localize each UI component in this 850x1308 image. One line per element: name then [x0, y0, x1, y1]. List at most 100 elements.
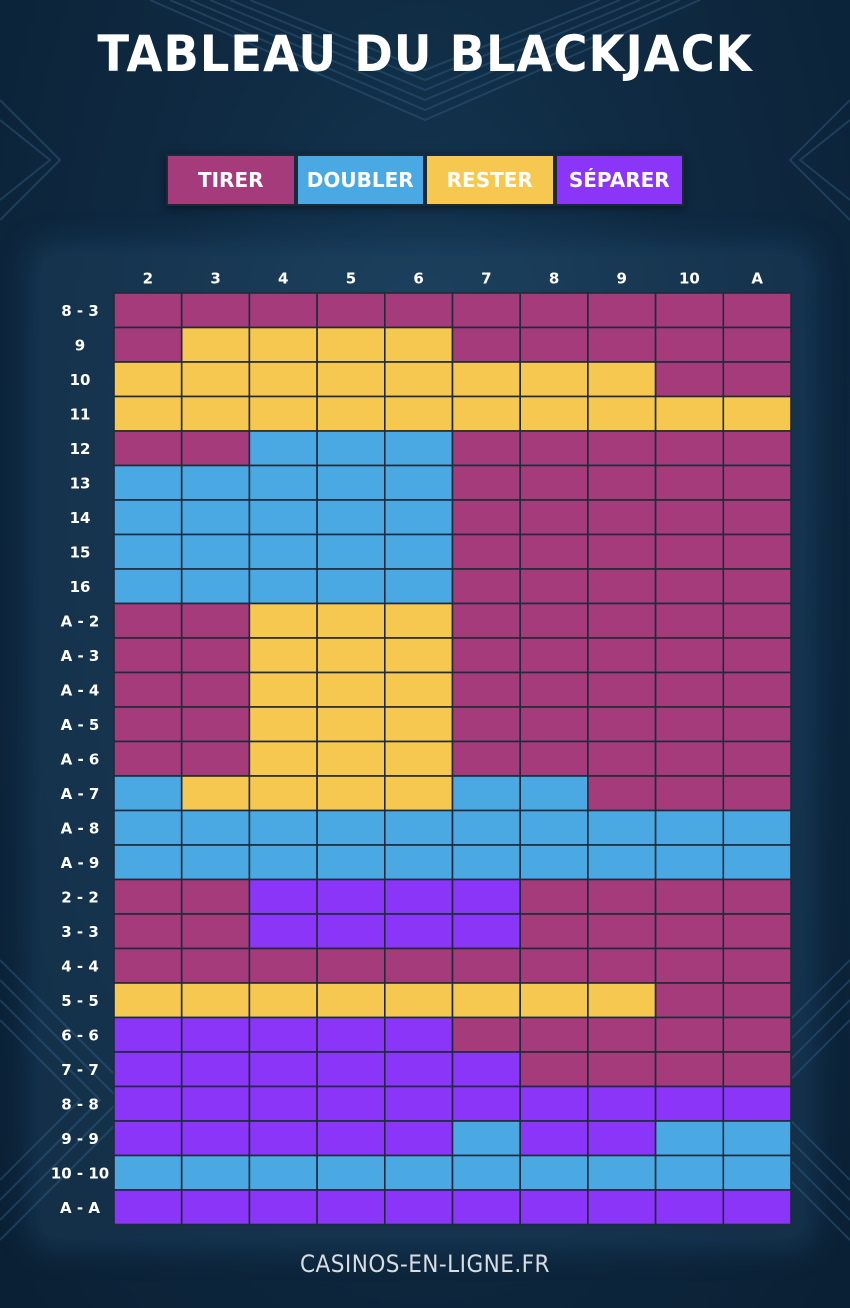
- grid-cell: [722, 602, 792, 639]
- grid-cell: [383, 878, 454, 915]
- grid-cell: [383, 602, 454, 639]
- grid-cell: [722, 947, 792, 984]
- row-label: 6 - 6: [61, 1026, 99, 1044]
- grid-cell: [316, 947, 386, 984]
- row-label: 12: [70, 440, 91, 458]
- grid-cell: [180, 568, 251, 605]
- grid-cell: [316, 637, 386, 674]
- grid-cell: [383, 1051, 454, 1088]
- grid-cell: [383, 809, 454, 846]
- row-label: 2 - 2: [61, 888, 99, 906]
- grid-cell: [383, 637, 454, 674]
- grid-cell: [654, 775, 725, 812]
- grid-cell: [180, 1016, 251, 1053]
- grid-cell: [519, 1189, 589, 1226]
- grid-cell: [180, 1085, 251, 1122]
- grid-cell: [180, 499, 251, 536]
- grid-cell: [383, 292, 454, 329]
- row-label: 8 - 3: [61, 302, 99, 320]
- grid-cell: [519, 533, 589, 570]
- row-label: 4 - 4: [61, 957, 99, 975]
- grid-cell: [113, 1016, 183, 1053]
- grid-cell: [451, 1154, 521, 1191]
- grid-cell: [519, 395, 589, 432]
- grid-cell: [180, 878, 251, 915]
- grid-cell: [519, 1154, 589, 1191]
- grid-cell: [451, 430, 521, 467]
- grid-cell: [519, 1085, 589, 1122]
- grid-cell: [451, 326, 521, 363]
- legend-label-doubler: DOUBLER: [306, 168, 414, 192]
- grid-cell: [113, 568, 183, 605]
- grid-cell: [113, 1189, 183, 1226]
- grid-cell: [451, 602, 521, 639]
- grid-cell: [519, 809, 589, 846]
- grid-cell: [451, 1120, 521, 1157]
- grid-cell: [654, 878, 725, 915]
- row-label: A - 7: [61, 785, 100, 803]
- grid-cell: [654, 1189, 725, 1226]
- grid-cell: [248, 499, 318, 536]
- grid-cell: [113, 982, 183, 1019]
- grid-cell: [383, 1154, 454, 1191]
- grid-cell: [248, 1016, 318, 1053]
- grid-cell: [722, 740, 792, 777]
- grid-cell: [587, 637, 657, 674]
- row-label: A - 8: [61, 819, 100, 837]
- grid-cell: [722, 1051, 792, 1088]
- grid-cell: [451, 878, 521, 915]
- grid-cell: [587, 499, 657, 536]
- grid-cell: [248, 1120, 318, 1157]
- grid-cell: [451, 499, 521, 536]
- grid-cell: [316, 395, 386, 432]
- grid-cell: [180, 533, 251, 570]
- grid-cell: [113, 913, 183, 950]
- grid-cell: [180, 602, 251, 639]
- grid-cell: [519, 292, 589, 329]
- grid-cell: [722, 775, 792, 812]
- grid-cell: [316, 982, 386, 1019]
- grid-cell: [316, 1016, 386, 1053]
- grid-cell: [383, 740, 454, 777]
- row-label: 9: [75, 336, 85, 354]
- grid-cell: [383, 326, 454, 363]
- row-label: 16: [70, 578, 91, 596]
- row-label: A - 5: [61, 716, 100, 734]
- grid-cell: [113, 637, 183, 674]
- grid-cell: [451, 568, 521, 605]
- grid-cell: [722, 326, 792, 363]
- grid-cell: [383, 913, 454, 950]
- grid-cell: [248, 740, 318, 777]
- page-title: TABLEAU DU BLACKJACK: [97, 25, 753, 83]
- grid-cell: [383, 844, 454, 881]
- row-label: 10: [70, 371, 91, 389]
- grid-cell: [654, 1051, 725, 1088]
- grid-cell: [316, 913, 386, 950]
- grid-cell: [519, 361, 589, 398]
- grid-cell: [654, 637, 725, 674]
- grid-cell: [383, 982, 454, 1019]
- grid-cell: [451, 844, 521, 881]
- grid-cell: [316, 326, 386, 363]
- grid-cell: [654, 947, 725, 984]
- grid-cell: [383, 775, 454, 812]
- row-label: A - 3: [61, 647, 100, 665]
- grid-cell: [587, 1051, 657, 1088]
- grid-cell: [654, 844, 725, 881]
- grid-cell: [587, 602, 657, 639]
- grid-cell: [248, 982, 318, 1019]
- column-header-2: 2: [143, 270, 153, 288]
- grid-cell: [248, 568, 318, 605]
- grid-cell: [383, 464, 454, 501]
- grid-cell: [113, 1120, 183, 1157]
- grid-cell: [654, 464, 725, 501]
- grid-cell: [722, 395, 792, 432]
- grid-cell: [248, 637, 318, 674]
- grid-cell: [316, 430, 386, 467]
- grid-cell: [587, 326, 657, 363]
- grid-cell: [654, 1154, 725, 1191]
- grid-cell: [451, 671, 521, 708]
- grid-cell: [180, 947, 251, 984]
- grid-cell: [180, 292, 251, 329]
